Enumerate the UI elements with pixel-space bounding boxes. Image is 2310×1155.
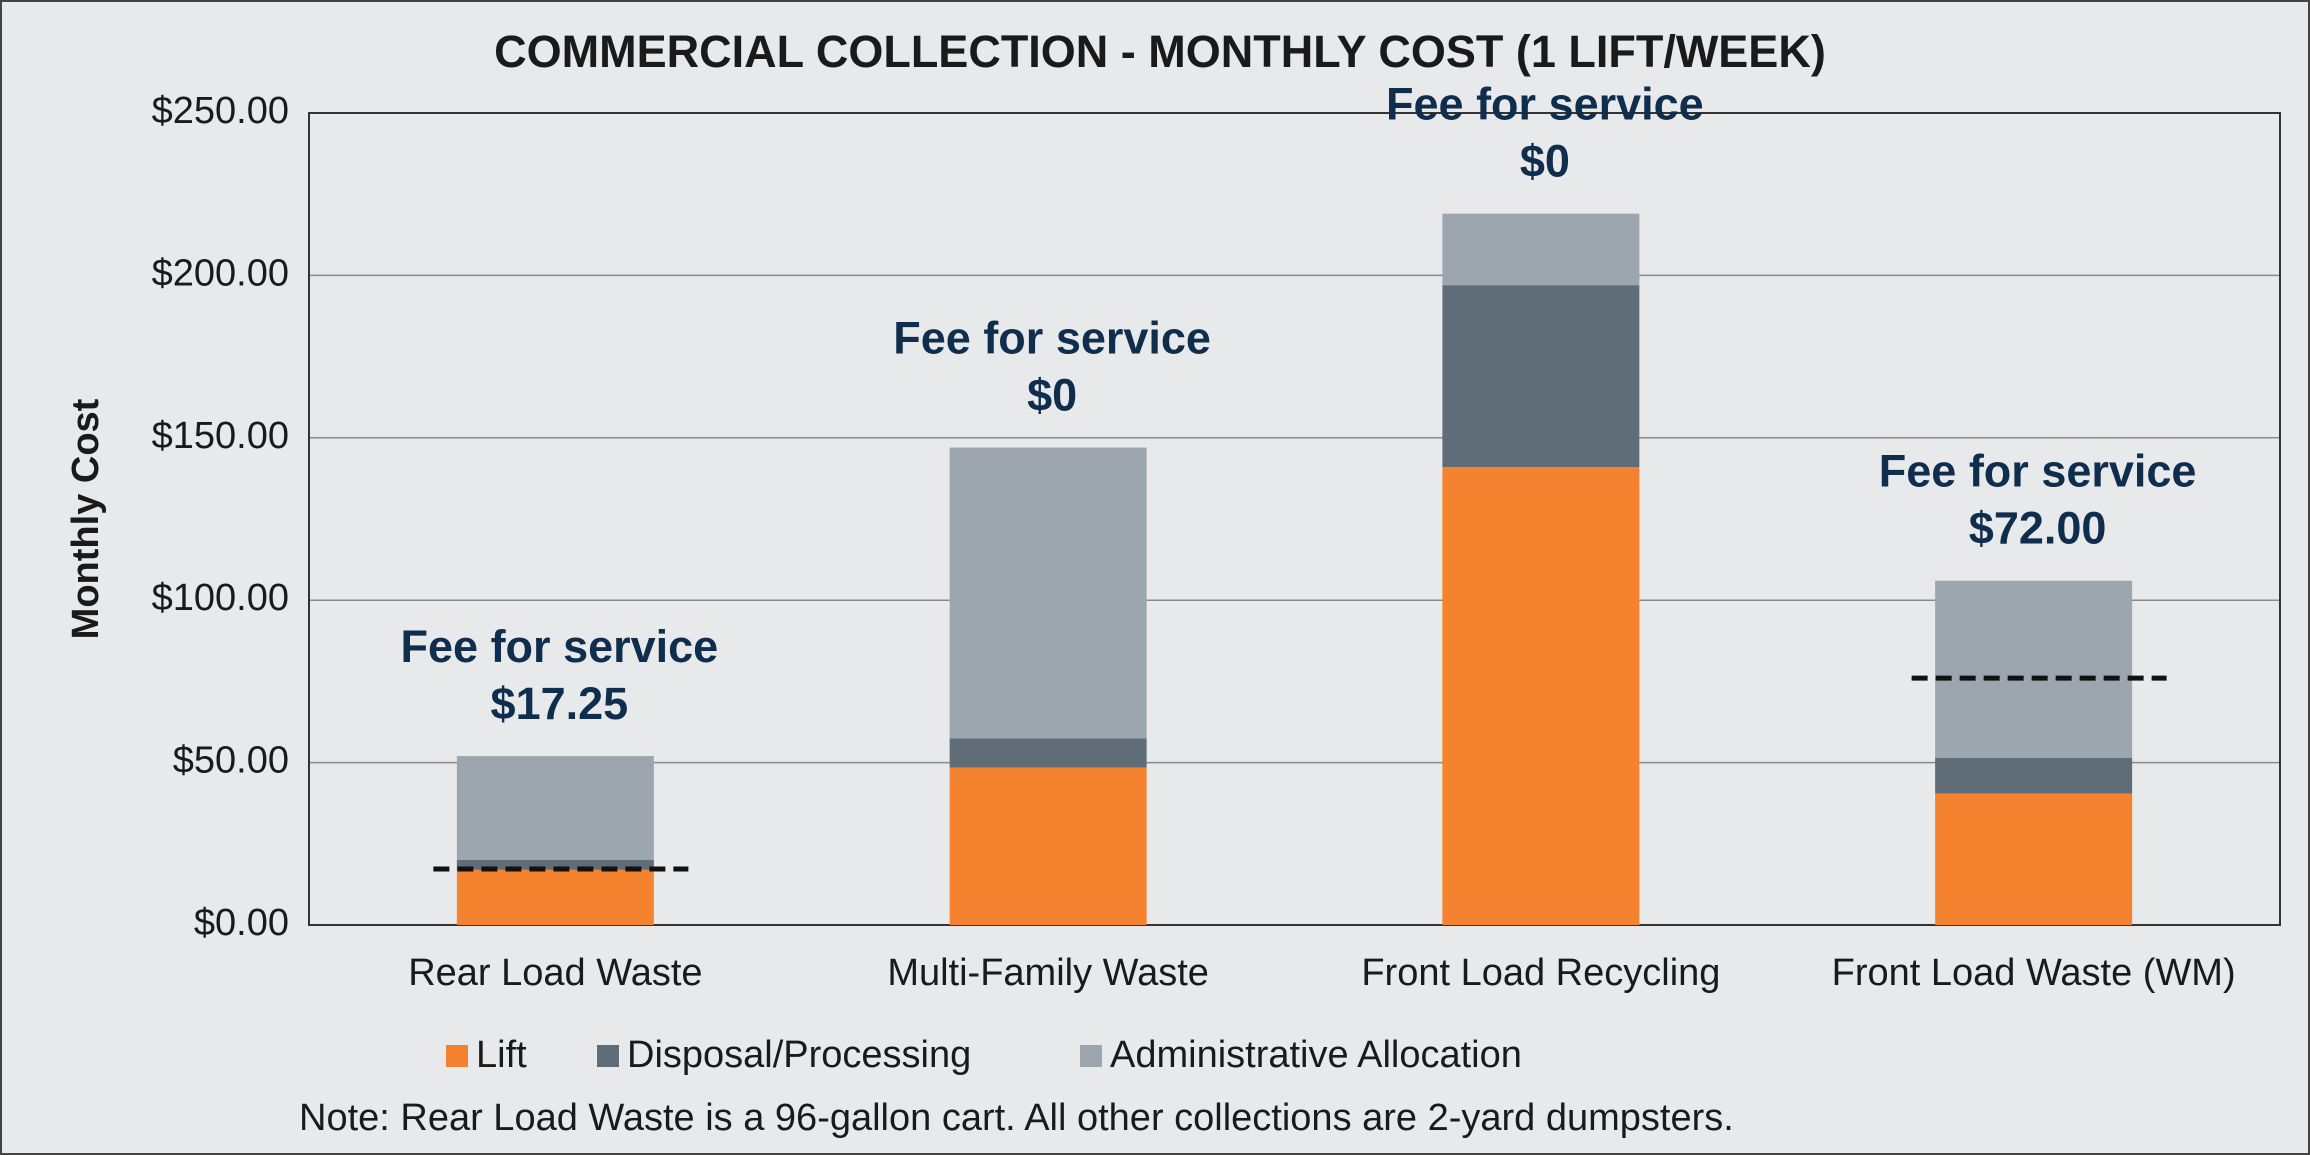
bar-segment bbox=[1442, 213, 1640, 286]
bar-segment bbox=[1935, 580, 2133, 758]
legend-swatch bbox=[1080, 1045, 1102, 1067]
plot-frame bbox=[308, 112, 2281, 926]
bar-segment bbox=[1935, 757, 2133, 794]
x-tick-label: Front Load Waste (WM) bbox=[1832, 952, 2236, 994]
x-tick-label: Front Load Recycling bbox=[1361, 952, 1720, 994]
annotation-value: $17.25 bbox=[491, 678, 629, 729]
bar-segment bbox=[949, 447, 1147, 739]
y-tick-label: $100.00 bbox=[152, 577, 289, 619]
bar-segment bbox=[456, 756, 654, 861]
note: Note: Rear Load Waste is a 96-gallon car… bbox=[299, 1097, 1734, 1139]
y-tick-label: $250.00 bbox=[152, 90, 289, 132]
bar-segment bbox=[456, 860, 654, 870]
annotation-value: $0 bbox=[1520, 136, 1570, 187]
y-tick-label: $50.00 bbox=[173, 740, 289, 782]
bar-segment bbox=[1935, 793, 2133, 925]
annotation-value: $72.00 bbox=[1969, 503, 2107, 554]
annotation-title: Fee for service bbox=[1386, 79, 1704, 130]
chart-title: COMMERCIAL COLLECTION - MONTHLY COST (1 … bbox=[494, 26, 1826, 77]
annotation-title: Fee for service bbox=[1879, 446, 2197, 497]
x-tick-label: Multi-Family Waste bbox=[887, 952, 1209, 994]
legend-swatch bbox=[446, 1045, 468, 1067]
annotation-value: $0 bbox=[1027, 369, 1077, 420]
y-axis-label: Monthly Cost bbox=[65, 398, 107, 639]
annotation-title: Fee for service bbox=[401, 621, 719, 672]
y-tick-label: $0.00 bbox=[194, 902, 289, 944]
y-tick-label: $200.00 bbox=[152, 252, 289, 294]
bar-segment bbox=[949, 738, 1147, 768]
bar-segment bbox=[1442, 467, 1640, 925]
annotation-title: Fee for service bbox=[893, 312, 1211, 363]
bar-segment bbox=[1442, 285, 1640, 468]
legend-label: Administrative Allocation bbox=[1110, 1034, 1522, 1076]
y-tick-label: $150.00 bbox=[152, 415, 289, 457]
legend-label: Lift bbox=[476, 1034, 527, 1076]
legend-swatch bbox=[597, 1045, 619, 1067]
bar-segment bbox=[456, 869, 654, 925]
bar-segment bbox=[949, 767, 1147, 925]
x-tick-label: Rear Load Waste bbox=[408, 952, 702, 994]
legend-label: Disposal/Processing bbox=[627, 1034, 971, 1076]
